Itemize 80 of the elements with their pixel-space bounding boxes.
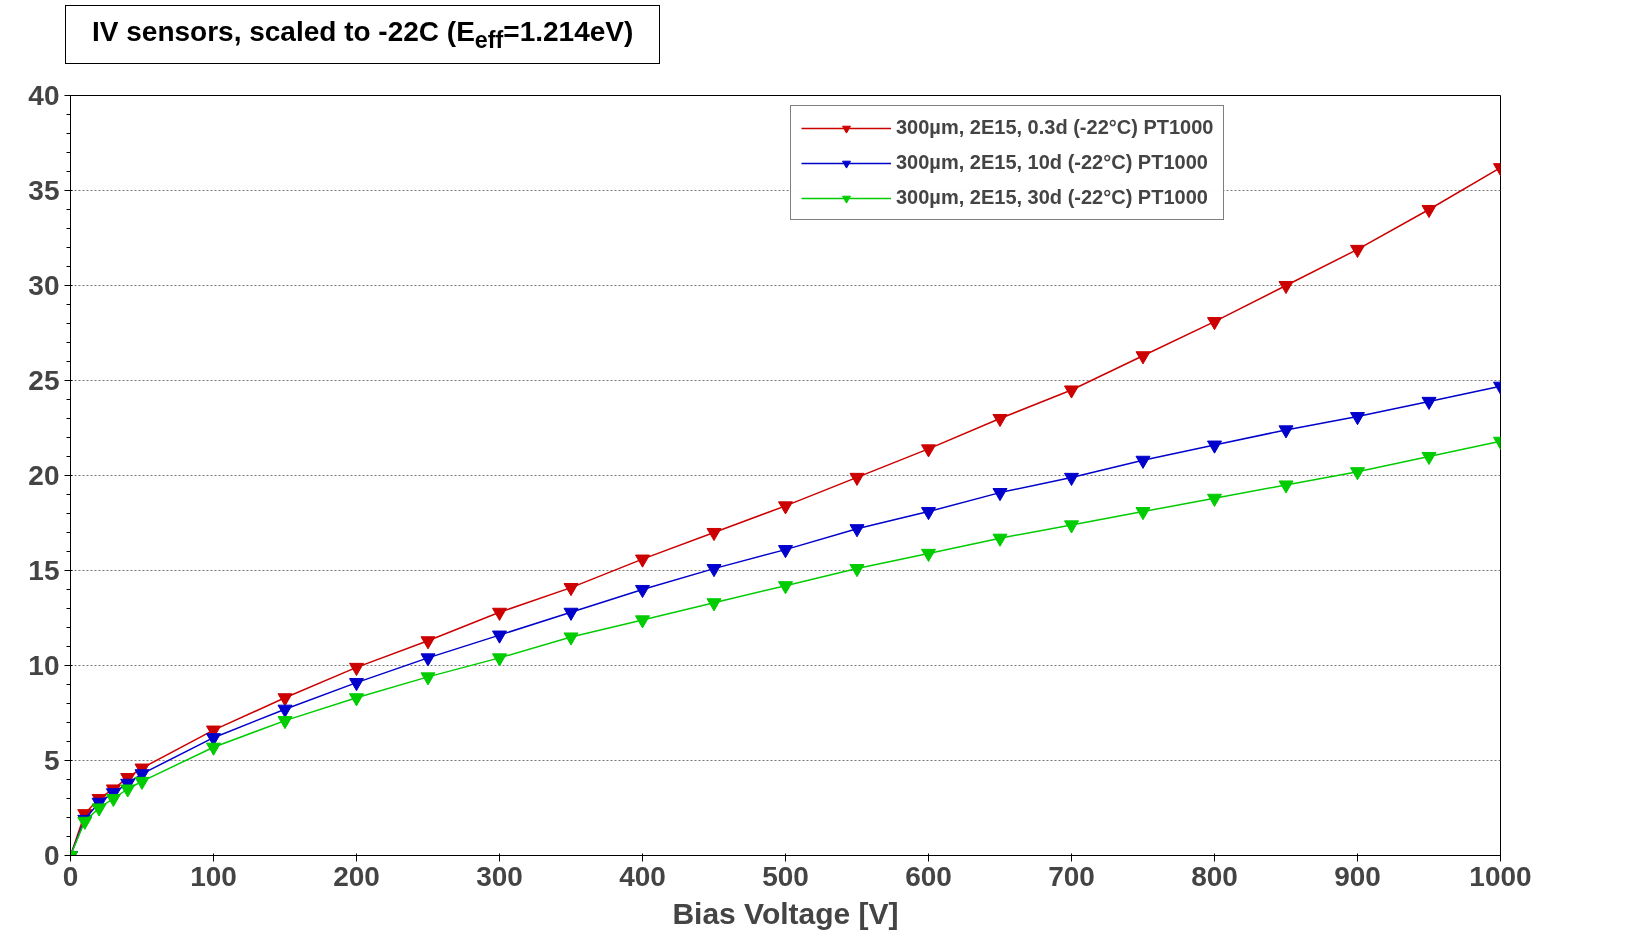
point [635, 584, 650, 599]
x-tick-label: 100 [190, 860, 237, 892]
point [1350, 467, 1365, 481]
point [563, 632, 579, 646]
point [635, 554, 650, 568]
point [1064, 385, 1079, 399]
point [921, 507, 936, 521]
y-tick-label: 25 [28, 365, 60, 396]
point [921, 548, 936, 562]
point [992, 488, 1008, 502]
point [706, 598, 722, 612]
point [1207, 440, 1222, 454]
point [1135, 507, 1151, 521]
x-tick-label: 900 [1334, 860, 1381, 892]
point [420, 636, 436, 650]
x-tick-label: 1000 [1469, 860, 1532, 892]
point [1207, 317, 1222, 331]
point [1135, 351, 1151, 365]
point [1278, 425, 1294, 439]
point [1350, 244, 1365, 258]
point [349, 678, 364, 692]
point [849, 472, 865, 486]
point [778, 581, 793, 595]
legend-label: 300µm, 2E15, 10d (-22°C) PT1000 [896, 151, 1208, 174]
x-tick-label: 800 [1191, 860, 1238, 892]
point [635, 615, 650, 629]
x-tick-label: 200 [333, 860, 380, 892]
point [492, 653, 507, 667]
y-tick-label: 35 [28, 175, 60, 206]
point [706, 564, 722, 578]
point [992, 533, 1008, 547]
point [1064, 472, 1079, 486]
point [778, 501, 793, 515]
y-tick-label: 30 [28, 270, 60, 301]
point [420, 672, 436, 686]
point [277, 693, 293, 707]
point [778, 545, 793, 559]
legend-label: 300µm, 2E15, 30d (-22°C) PT1000 [896, 186, 1208, 209]
point [1350, 412, 1365, 426]
point [992, 413, 1008, 428]
point [563, 583, 579, 597]
point [1278, 480, 1294, 494]
point [277, 716, 293, 730]
point [349, 662, 364, 676]
legend-label: 300µm, 2E15, 0.3d (-22°C) PT1000 [896, 116, 1214, 139]
point [91, 803, 107, 817]
point [277, 704, 293, 718]
x-tick-label: 500 [762, 860, 809, 892]
point [706, 527, 722, 542]
point [420, 653, 436, 667]
point [492, 630, 507, 644]
point [120, 784, 136, 798]
point [1421, 396, 1437, 410]
x-tick-label: 600 [905, 860, 952, 892]
point [849, 564, 865, 578]
chart-title: IV sensors, scaled to -22C (E$_{eff}$=1.214eV) [65, 5, 661, 64]
point [1135, 455, 1151, 469]
x-tick-label: 300 [476, 860, 523, 892]
point [1207, 493, 1222, 507]
point [563, 607, 579, 621]
y-tick-label: 0 [43, 840, 60, 871]
point [134, 776, 150, 790]
x-tick-label: 700 [1048, 860, 1095, 892]
y-tick-label: 15 [28, 555, 60, 586]
point [349, 693, 364, 707]
point [1278, 280, 1294, 295]
point [1064, 520, 1079, 534]
point [206, 742, 221, 756]
y-tick-label: 5 [43, 745, 60, 776]
y-tick-label: 40 [28, 80, 60, 111]
point [1421, 204, 1437, 219]
point [921, 444, 936, 458]
point [1421, 451, 1437, 466]
x-tick-label: 400 [619, 860, 666, 892]
point [105, 793, 121, 808]
point [849, 524, 865, 538]
x-axis-title: Bias Voltage [V] [672, 896, 899, 930]
point [492, 607, 507, 621]
y-tick-label: 20 [28, 460, 60, 491]
y-tick-label: 10 [28, 650, 60, 681]
